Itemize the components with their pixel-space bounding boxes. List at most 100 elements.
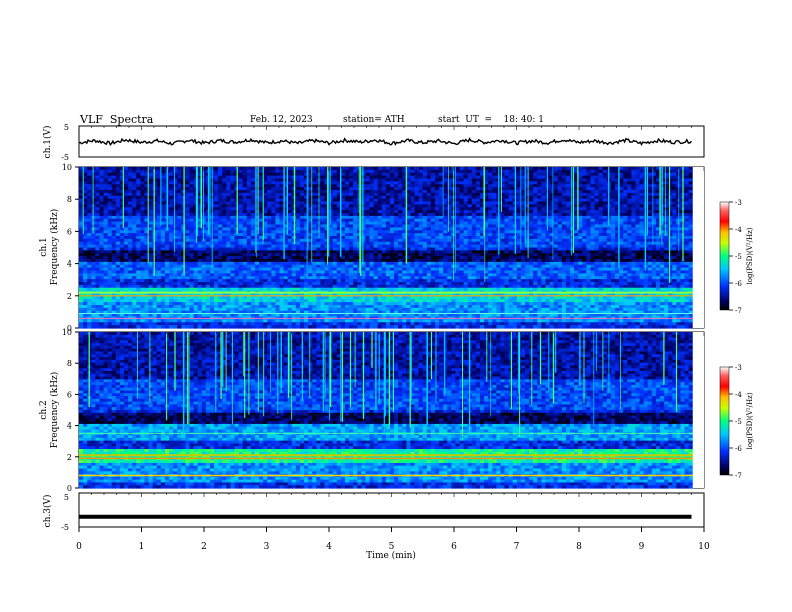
spectrogram-cell (459, 195, 465, 200)
spectrogram-cell (602, 167, 608, 171)
spectrogram-cell (459, 178, 465, 182)
spectrogram-cell (140, 201, 146, 205)
spectrogram-cell (279, 181, 285, 185)
spectrogram-cell (394, 198, 399, 203)
spectrogram-cell (492, 192, 497, 197)
spectrogram-cell (426, 192, 432, 197)
spectrogram-cell (684, 169, 690, 174)
spectrogram-cell (230, 192, 236, 197)
spectrogram-cell (602, 187, 608, 191)
spectrogram-cell (541, 169, 547, 174)
spectrogram-cell (537, 178, 542, 182)
spectrogram-cell (140, 198, 146, 203)
spectrogram-cell (226, 190, 231, 194)
spectrogram-cell (169, 207, 174, 211)
spectrogram-cell (647, 184, 653, 188)
spectrogram-cell (443, 175, 448, 180)
spectrogram-cell (651, 175, 657, 180)
spectrogram-cell (578, 192, 583, 197)
spectrogram-cell (414, 175, 420, 180)
spectrogram-cell (381, 181, 387, 185)
spectrogram-cell (381, 169, 387, 174)
spectrogram-cell (312, 204, 317, 208)
spectrogram-cell (668, 190, 673, 194)
spectrogram-cell (623, 178, 628, 182)
spectrogram-cell (246, 184, 252, 188)
spectrogram-cell (279, 184, 285, 188)
spectrogram-cell (250, 207, 256, 211)
spectrogram-cell (259, 192, 264, 197)
spectrogram-cell (414, 204, 420, 208)
spectrogram-cell (111, 204, 117, 208)
spectrogram-cell (492, 175, 497, 180)
spectrogram-cell (664, 172, 669, 177)
spectrogram-cell (594, 172, 600, 177)
spectrogram-cell (263, 198, 268, 203)
spectrogram-cell (492, 181, 497, 185)
spectrogram-cell (160, 172, 166, 177)
spectrogram-cell (434, 175, 440, 180)
spectrogram-cell (553, 175, 559, 180)
spectrogram-cell (119, 204, 125, 208)
spectrogram-cell (238, 198, 244, 203)
spectrogram-cell (590, 172, 596, 177)
spectrogram-cell (610, 178, 616, 182)
spectrogram-cell (688, 201, 694, 205)
spectrogram-cell (344, 195, 350, 200)
spectrogram-cell (479, 184, 485, 188)
spectrogram-cell (651, 181, 657, 185)
spectrogram-cell (647, 175, 653, 180)
spectrogram-cell (516, 190, 522, 194)
spectrogram-cell (324, 184, 330, 188)
spectrogram-cell (529, 169, 534, 174)
spectrogram-cell (471, 195, 477, 200)
spectrogram-cell (349, 195, 354, 200)
spectrogram-cell (651, 201, 657, 205)
station-label: station= ATH (343, 115, 405, 125)
spectrogram-cell (79, 204, 84, 208)
spectrogram-cell (647, 169, 653, 174)
spectrogram-cell (488, 192, 493, 197)
spectrogram-cell (455, 190, 461, 194)
spectrogram-cell (226, 172, 231, 177)
spectrogram-cell (83, 169, 88, 174)
spectrogram-cell (651, 172, 657, 177)
spectrogram-cell (87, 198, 92, 203)
spectrogram-cell (459, 167, 465, 171)
spectrogram-cell (152, 187, 158, 191)
spectrogram-cell (324, 201, 330, 205)
spectrogram-cell (115, 181, 121, 185)
spectrogram-cell (561, 178, 567, 182)
spectrogram-cell (602, 178, 608, 182)
spectrogram-cell (623, 175, 628, 180)
spectrogram-cell (504, 178, 510, 182)
spectrogram-cell (287, 184, 293, 188)
spectrogram-cell (246, 187, 252, 191)
spectrogram-cell (222, 172, 227, 177)
spectrogram-cell (344, 167, 350, 171)
spectrogram-cell (152, 190, 158, 194)
spectrogram-cell (271, 172, 276, 177)
spectrogram-cell (336, 201, 342, 205)
spectrogram-cell (295, 172, 301, 177)
spectrogram-cell (148, 187, 154, 191)
spectrogram-cell (201, 192, 207, 197)
spectrogram-cell (275, 178, 281, 182)
spectrogram-cell (615, 190, 620, 194)
spectrogram-cell (672, 190, 677, 194)
spectrogram-cell (119, 201, 125, 205)
spectrogram-cell (414, 181, 420, 185)
spectrogram-cell (488, 198, 493, 203)
spectrogram-cell (627, 204, 632, 208)
spectrogram-cell (418, 172, 424, 177)
spectrogram-cell (672, 204, 677, 208)
spectrogram-cell (156, 198, 162, 203)
spectrogram-cell (414, 201, 420, 205)
spectrogram-cell (381, 187, 387, 191)
spectrogram-cell (484, 198, 489, 203)
spectrogram-cell (177, 198, 182, 203)
spectrogram-cell (590, 178, 596, 182)
spectrogram-cell (340, 195, 346, 200)
spectrogram-cell (447, 187, 452, 191)
spectrogram-cell (177, 190, 182, 194)
